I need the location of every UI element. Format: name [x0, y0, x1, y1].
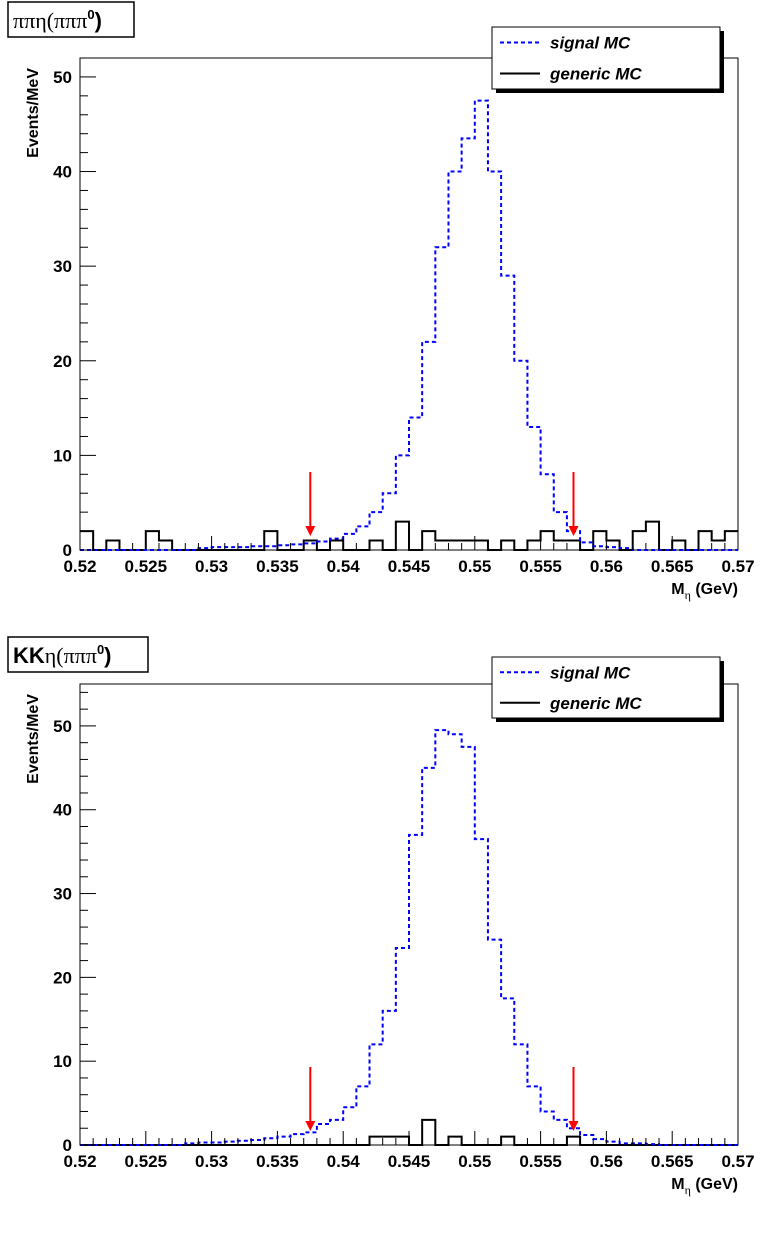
x-tick-label: 0.55	[458, 1152, 491, 1171]
y-tick-label: 40	[53, 801, 72, 820]
x-label-sub: η	[685, 588, 691, 602]
y-tick-label: 10	[53, 1052, 72, 1071]
legend-generic-label: generic MC	[549, 65, 642, 84]
title-superscript: 0	[97, 642, 104, 657]
x-axis: 0.52 0.525 0.53 0.535 0.54 0.545 0.55 0.555 0.56…	[63, 1131, 755, 1171]
y-axis-label: Events/MeV	[25, 694, 42, 784]
x-tick-label: 0.52	[63, 1152, 96, 1171]
chart-title: ππη(πππ0)	[13, 7, 102, 33]
signal-mc-histogram	[80, 729, 738, 1146]
x-tick-label: 0.56	[590, 557, 623, 576]
cut-arrow-head	[568, 526, 579, 536]
x-axis-label: Mη (GeV)	[671, 581, 738, 602]
title-superscript: 0	[87, 7, 94, 22]
chart-title: KKη(πππ0)	[13, 642, 112, 668]
title-box	[7, 1, 135, 38]
x-axis-label: Mη (GeV)	[671, 1176, 738, 1197]
title-bold-part: KK	[13, 643, 45, 668]
x-tick-label: 0.54	[327, 1152, 361, 1171]
legend-generic-label: generic MC	[549, 694, 642, 713]
y-axis: 0 10 20 30 40 50	[53, 57, 96, 560]
y-axis: 0 10 20 30 40 50	[53, 691, 96, 1155]
chart-panel-2: 0.52 0.525 0.53 0.535 0.54 0.545 0.55 0.555 0.56…	[7, 636, 755, 1197]
x-tick-label: 0.565	[651, 1152, 694, 1171]
x-tick-label: 0.525	[125, 557, 168, 576]
x-tick-label: 0.57	[721, 557, 754, 576]
x-tick-label: 0.565	[651, 557, 694, 576]
y-tick-label: 10	[53, 446, 72, 465]
cut-arrow-head	[305, 526, 316, 536]
x-label-unit: (GeV)	[691, 1176, 738, 1193]
title-box	[7, 636, 149, 673]
chart-panel-1: 0.52 0.525 0.53 0.535 0.54 0.545 0.55 0.555 0.56…	[7, 1, 755, 602]
plot-frame	[79, 57, 739, 551]
title-main-part: η(πππ	[45, 643, 97, 668]
signal-mc-histogram	[80, 99, 738, 551]
legend-signal-label: signal MC	[550, 663, 631, 682]
y-tick-label: 20	[53, 352, 72, 371]
plot-frame	[79, 683, 739, 1146]
title-close-paren: )	[95, 8, 102, 33]
y-tick-label: 0	[63, 541, 72, 560]
x-tick-label: 0.52	[63, 557, 96, 576]
x-tick-label: 0.53	[195, 557, 228, 576]
y-tick-label: 0	[63, 1136, 72, 1155]
y-tick-label: 20	[53, 968, 72, 987]
title-close-paren: )	[104, 643, 111, 668]
y-tick-label: 50	[53, 717, 72, 736]
x-tick-label: 0.555	[519, 1152, 562, 1171]
y-tick-label: 30	[53, 885, 72, 904]
y-tick-label: 50	[53, 68, 72, 87]
x-label-main: M	[671, 1176, 684, 1193]
x-tick-label: 0.57	[721, 1152, 754, 1171]
x-axis: 0.52 0.525 0.53 0.535 0.54 0.545 0.55 0.555 0.56…	[63, 536, 755, 576]
x-tick-label: 0.56	[590, 1152, 623, 1171]
cut-arrow-head	[568, 1121, 579, 1131]
x-tick-label: 0.545	[388, 1152, 431, 1171]
x-tick-label: 0.55	[458, 557, 491, 576]
legend-box	[491, 26, 721, 90]
y-axis-label: Events/MeV	[25, 68, 42, 158]
legend-signal-label: signal MC	[550, 34, 631, 53]
x-tick-label: 0.54	[327, 557, 361, 576]
x-tick-label: 0.555	[519, 557, 562, 576]
y-tick-label: 30	[53, 257, 72, 276]
cut-arrow-head	[305, 1121, 316, 1131]
x-label-main: M	[671, 581, 684, 598]
x-tick-label: 0.53	[195, 1152, 228, 1171]
x-label-sub: η	[685, 1183, 691, 1197]
x-tick-label: 0.535	[256, 557, 299, 576]
title-main-part: ππη(πππ	[13, 8, 87, 33]
x-tick-label: 0.525	[125, 1152, 168, 1171]
y-tick-label: 40	[53, 163, 72, 182]
x-tick-label: 0.535	[256, 1152, 299, 1171]
x-label-unit: (GeV)	[691, 581, 738, 598]
generic-mc-histogram	[80, 520, 738, 551]
x-tick-label: 0.545	[388, 557, 431, 576]
legend-box	[491, 656, 721, 719]
